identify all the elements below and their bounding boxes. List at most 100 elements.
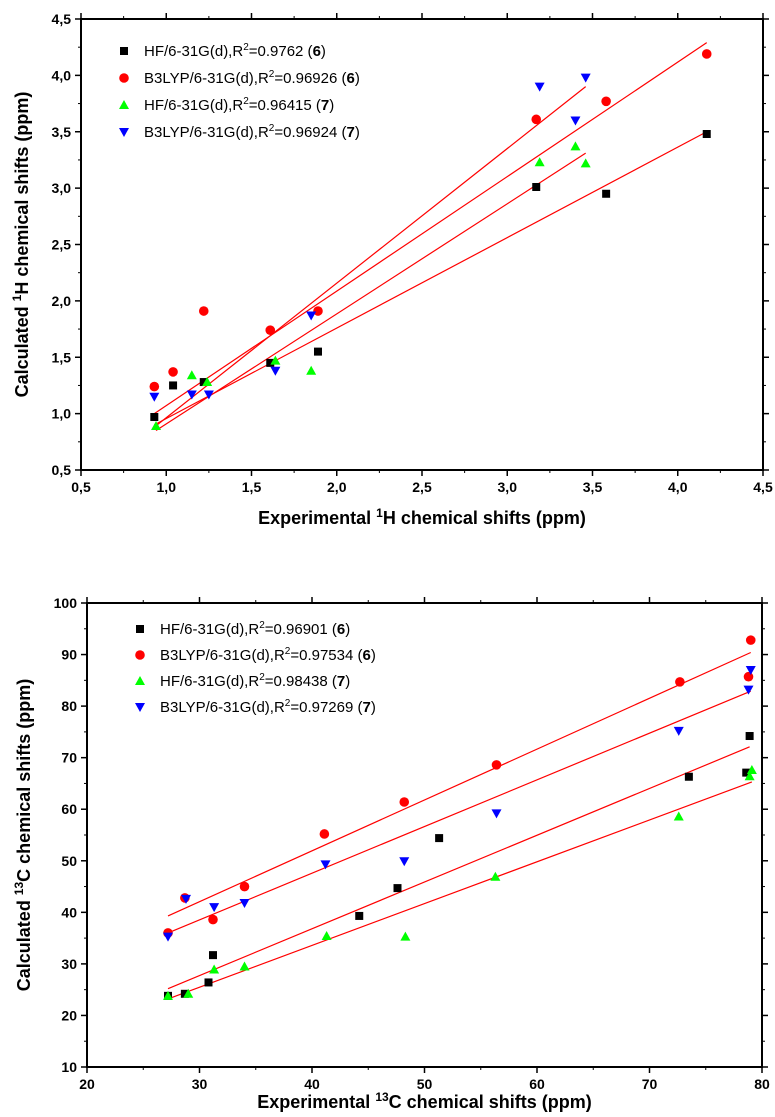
data-point: [744, 771, 755, 781]
legend-method: HF/6-31G(d),R: [160, 621, 259, 638]
y-axis-title-text: Calculated: [12, 301, 32, 397]
legend-entry: HF/6-31G(d),R2=0.98438 (7): [160, 672, 350, 690]
legend-marker: [119, 128, 129, 137]
legend-entry: B3LYP/6-31G(d),R2=0.97534 (6): [160, 646, 376, 664]
legend-method: B3LYP/6-31G(d),R: [144, 70, 269, 87]
fit-line-series-4: [167, 690, 751, 934]
legend-value: =0.9762 (: [249, 43, 313, 60]
data-point: [601, 96, 611, 107]
y-tick-label: 100: [54, 595, 78, 611]
x-tick-label: 20: [79, 1076, 95, 1092]
data-point: [163, 932, 173, 942]
data-point: [209, 951, 217, 960]
x-axis-title-text: Experimental: [257, 1092, 375, 1112]
legend-entry: B3LYP/6-31G(d),R2=0.96924 (7): [144, 123, 360, 141]
y-tick-label: 3,0: [52, 180, 72, 196]
data-point: [399, 857, 410, 867]
legend-compound: 6: [347, 70, 355, 87]
data-point: [400, 931, 411, 941]
data-point: [534, 157, 545, 167]
fit-line-series-1: [154, 131, 708, 426]
data-point: [306, 311, 317, 321]
data-point: [534, 82, 545, 92]
legend-marker: [135, 650, 145, 660]
y-tick-label: 70: [61, 750, 77, 766]
legend-compound: 6: [313, 43, 321, 60]
legend-entry: HF/6-31G(d),R2=0.96415 (7): [144, 96, 334, 114]
legend-entry: HF/6-31G(d),R2=0.9762 (6): [144, 42, 326, 60]
data-point: [743, 685, 754, 695]
x-axis-title-sup: 13: [375, 1090, 389, 1104]
legend-marker: [136, 625, 144, 633]
data-point: [239, 881, 250, 892]
legend-value: =0.97534 (: [290, 647, 362, 664]
legend-compound: 7: [321, 97, 329, 114]
y-tick-label: 80: [61, 698, 77, 714]
legend-sup: 2: [285, 698, 291, 709]
series-3: [151, 141, 591, 431]
data-point: [270, 366, 281, 376]
legend-sup: 2: [269, 69, 275, 80]
series-4: [149, 73, 591, 402]
series-2: [149, 49, 712, 392]
x-tick-label: 1,0: [157, 479, 177, 495]
legend-compound: 7: [337, 673, 345, 690]
x-tick-label: 40: [304, 1076, 320, 1092]
y-tick-label: 2,5: [52, 237, 72, 253]
legend-compound: 7: [363, 699, 371, 716]
data-point: [239, 961, 250, 971]
y-tick-label: 4,0: [52, 67, 72, 83]
legend-entry: B3LYP/6-31G(d),R2=0.97269 (7): [160, 698, 376, 716]
y-axis-title: Calculated 13C chemical shifts (ppm): [12, 679, 34, 991]
legend-close: ): [355, 70, 360, 87]
series-1: [164, 732, 754, 1000]
data-point: [149, 392, 160, 402]
x-axis-title-sup: 1: [376, 506, 383, 520]
y-tick-label: 90: [61, 647, 77, 663]
legend-close: ): [345, 621, 350, 638]
x-tick-label: 0,5: [71, 479, 91, 495]
y-tick-label: 20: [61, 1007, 77, 1023]
x-axis-title: Experimental 1H chemical shifts (ppm): [258, 506, 586, 528]
legend-value: =0.97269 (: [290, 699, 362, 716]
fit-line-series-3: [167, 781, 753, 1000]
fit-line-series-2: [167, 651, 751, 917]
legend-value: =0.96901 (: [265, 621, 337, 638]
legend-close: ): [371, 699, 376, 716]
legend-method: HF/6-31G(d),R: [160, 673, 259, 690]
data-point: [743, 671, 754, 682]
data-point: [745, 635, 756, 645]
data-point: [745, 732, 754, 741]
x-axis-title-text: H chemical shifts (ppm): [383, 508, 586, 528]
legend-method: B3LYP/6-31G(d),R: [160, 647, 285, 664]
legend-sup: 2: [243, 42, 249, 53]
legend-close: ): [355, 124, 360, 141]
x-axis-title: Experimental 13C chemical shifts (ppm): [257, 1090, 591, 1112]
data-point: [319, 829, 330, 839]
y-tick-label: 30: [61, 956, 77, 972]
x-axis-title-text: Experimental: [258, 508, 376, 528]
data-point: [209, 903, 220, 913]
data-point: [491, 760, 502, 770]
legend-close: ): [371, 647, 376, 664]
data-point: [580, 158, 591, 168]
x-tick-label: 80: [754, 1076, 770, 1092]
fit-line-series-3: [155, 152, 587, 432]
x-tick-label: 4,0: [668, 479, 688, 495]
series-3: [163, 765, 757, 1000]
data-point: [169, 381, 178, 390]
legend-compound: 6: [363, 647, 371, 664]
y-tick-label: 3,5: [52, 124, 72, 140]
legend-sup: 2: [285, 646, 291, 657]
y-axis-title: Calculated 1H chemical shifts (ppm): [10, 92, 32, 398]
data-point: [150, 413, 159, 422]
legend-close: ): [329, 97, 334, 114]
data-point: [239, 899, 250, 909]
data-point: [199, 378, 208, 387]
legend-sup: 2: [269, 123, 275, 134]
data-point: [399, 797, 410, 807]
x-tick-label: 60: [529, 1076, 545, 1092]
y-tick-label: 10: [61, 1059, 77, 1075]
y-axis-title-text: H chemical shifts (ppm): [12, 92, 32, 295]
